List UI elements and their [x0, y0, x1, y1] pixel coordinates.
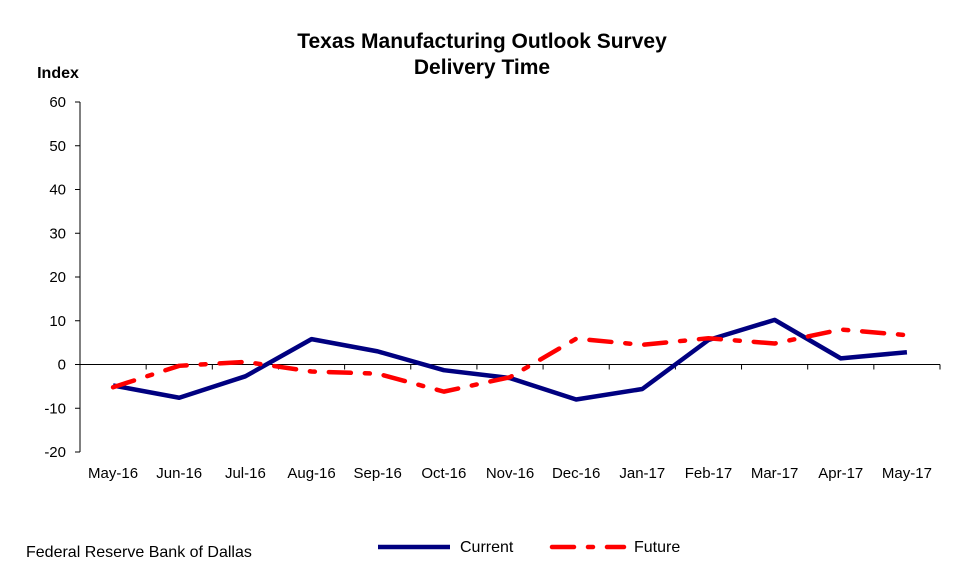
legend-label-current: Current — [460, 539, 514, 556]
y-tick-label: -10 — [44, 400, 66, 417]
y-tick-label: 50 — [49, 138, 66, 155]
x-tick-label: Jul-16 — [225, 465, 266, 482]
x-tick-label: Apr-17 — [818, 465, 863, 482]
y-axis-label: Index — [37, 65, 79, 82]
series-line-future — [110, 327, 910, 394]
x-tick-label: Jan-17 — [619, 465, 665, 482]
x-ticks: May-16 Jun-16 Jul-16 Aug-16 Sep-16 Oct-16 Nov-… — [79, 364, 941, 482]
y-tick-label: 20 — [49, 269, 66, 286]
legend-label-future: Future — [634, 539, 680, 556]
y-tick-label: -20 — [44, 444, 66, 461]
x-tick-label: Jun-16 — [156, 465, 202, 482]
y-tick-label: 60 — [49, 94, 66, 111]
x-tick-label: Dec-16 — [552, 465, 600, 482]
series-lines — [110, 317, 910, 402]
y-tick-label: 10 — [49, 313, 66, 330]
series-line-current — [112, 317, 908, 402]
y-ticks: -20 -10 0 10 20 30 40 50 60 — [44, 94, 80, 461]
y-tick-label: 40 — [49, 182, 66, 199]
chart-title: Texas Manufacturing Outlook Survey — [297, 30, 667, 53]
x-tick-label: Aug-16 — [287, 465, 335, 482]
chart-subtitle: Delivery Time — [414, 56, 550, 79]
axes — [79, 102, 940, 452]
x-tick-label: Sep-16 — [354, 465, 402, 482]
x-tick-label: Nov-16 — [486, 465, 534, 482]
x-tick-label: Oct-16 — [421, 465, 466, 482]
y-tick-label: 30 — [49, 225, 66, 242]
x-tick-label: May-16 — [88, 465, 138, 482]
x-tick-label: May-17 — [882, 465, 932, 482]
legend: Current Future — [378, 539, 680, 556]
x-tick-label: Feb-17 — [685, 465, 733, 482]
source-note: Federal Reserve Bank of Dallas — [26, 544, 252, 561]
y-tick-label: 0 — [58, 357, 66, 374]
x-tick-label: Mar-17 — [751, 465, 799, 482]
